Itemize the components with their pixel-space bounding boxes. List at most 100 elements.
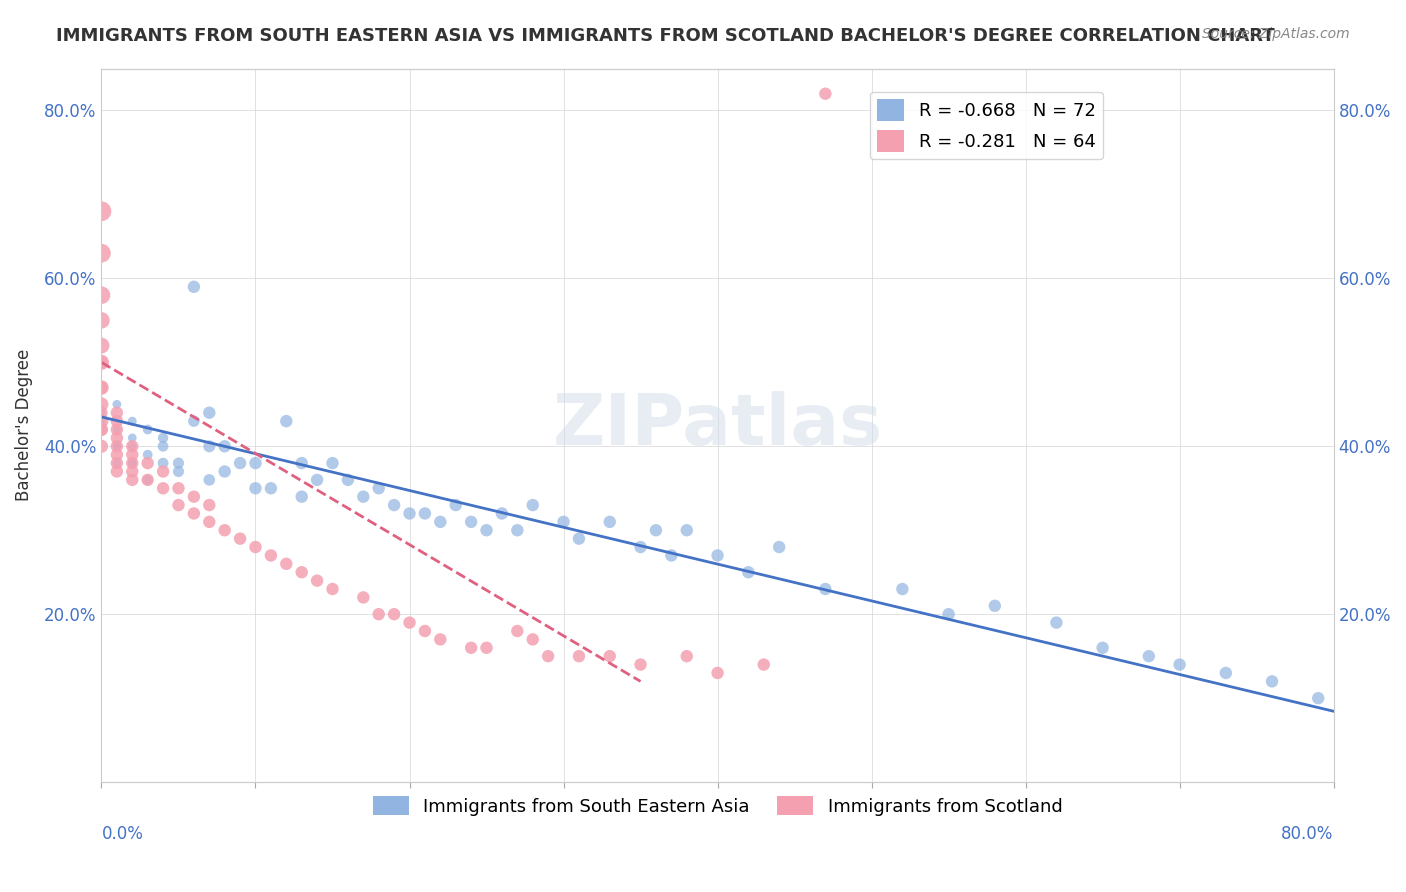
Point <box>90 246 112 260</box>
Point <box>167 498 190 512</box>
Point <box>568 532 591 546</box>
Point <box>814 582 837 596</box>
Point <box>553 515 575 529</box>
Point <box>105 431 128 445</box>
Point <box>938 607 960 622</box>
Point <box>90 406 112 420</box>
Text: 0.0%: 0.0% <box>101 825 143 843</box>
Point <box>276 414 298 428</box>
Point <box>460 515 482 529</box>
Point <box>1215 665 1237 680</box>
Point <box>260 549 283 563</box>
Point <box>260 481 283 495</box>
Point <box>121 448 143 462</box>
Point <box>105 439 128 453</box>
Text: 80.0%: 80.0% <box>1281 825 1334 843</box>
Point <box>90 423 112 437</box>
Point <box>105 423 128 437</box>
Point <box>90 380 112 394</box>
Point <box>214 465 236 479</box>
Point <box>291 566 314 580</box>
Point <box>1045 615 1067 630</box>
Point <box>768 540 790 554</box>
Point <box>737 566 759 580</box>
Point <box>352 490 374 504</box>
Point <box>121 456 143 470</box>
Legend: Immigrants from South Eastern Asia, Immigrants from Scotland: Immigrants from South Eastern Asia, Immi… <box>366 789 1070 823</box>
Point <box>367 607 389 622</box>
Point <box>167 481 190 495</box>
Point <box>522 632 544 647</box>
Point <box>136 448 159 462</box>
Point <box>675 523 697 537</box>
Point <box>706 665 728 680</box>
Point <box>167 465 190 479</box>
Point <box>136 473 159 487</box>
Point <box>90 397 112 411</box>
Point <box>321 582 343 596</box>
Point <box>891 582 914 596</box>
Point <box>321 456 343 470</box>
Point <box>198 439 221 453</box>
Point <box>1337 708 1360 723</box>
Point <box>198 498 221 512</box>
Point <box>291 456 314 470</box>
Point <box>307 473 329 487</box>
Point <box>506 624 529 638</box>
Point <box>245 481 267 495</box>
Point <box>444 498 467 512</box>
Point <box>105 423 128 437</box>
Point <box>752 657 775 672</box>
Point <box>336 473 359 487</box>
Point <box>105 456 128 470</box>
Text: ZIPatlas: ZIPatlas <box>553 391 883 459</box>
Point <box>105 448 128 462</box>
Point <box>1308 691 1330 706</box>
Point <box>152 465 174 479</box>
Point <box>1091 640 1114 655</box>
Point <box>814 87 837 101</box>
Point <box>522 498 544 512</box>
Point <box>1137 649 1160 664</box>
Point <box>214 439 236 453</box>
Point <box>121 414 143 428</box>
Point <box>90 414 112 428</box>
Point <box>90 380 112 394</box>
Point <box>229 532 252 546</box>
Point <box>105 406 128 420</box>
Point <box>152 456 174 470</box>
Point <box>214 523 236 537</box>
Point <box>136 473 159 487</box>
Point <box>183 280 205 294</box>
Point <box>90 414 112 428</box>
Point <box>167 456 190 470</box>
Point <box>382 607 405 622</box>
Point <box>382 498 405 512</box>
Point <box>460 640 482 655</box>
Point <box>105 397 128 411</box>
Point <box>90 423 112 437</box>
Point <box>105 414 128 428</box>
Point <box>198 406 221 420</box>
Point <box>90 355 112 369</box>
Point <box>105 439 128 453</box>
Point <box>152 431 174 445</box>
Point <box>475 523 498 537</box>
Point <box>152 481 174 495</box>
Point <box>105 439 128 453</box>
Point <box>307 574 329 588</box>
Point <box>90 423 112 437</box>
Point <box>105 465 128 479</box>
Point <box>121 456 143 470</box>
Point <box>121 473 143 487</box>
Point <box>229 456 252 470</box>
Point <box>90 338 112 352</box>
Y-axis label: Bachelor's Degree: Bachelor's Degree <box>15 349 32 501</box>
Point <box>198 515 221 529</box>
Point <box>90 439 112 453</box>
Point <box>90 355 112 369</box>
Point <box>398 507 420 521</box>
Point <box>568 649 591 664</box>
Point <box>183 507 205 521</box>
Point <box>706 549 728 563</box>
